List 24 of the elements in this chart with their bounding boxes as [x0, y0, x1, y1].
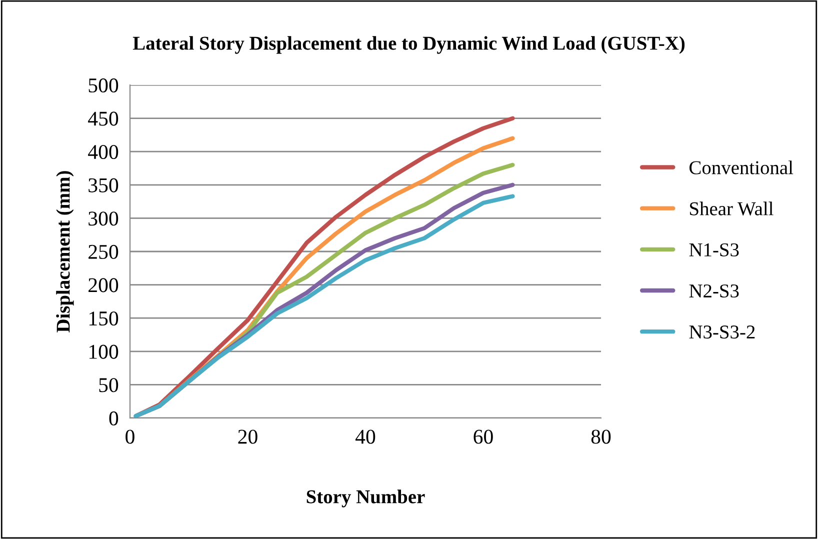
y-axis-title: Displacement (mm) — [56, 171, 74, 332]
x-tick-label: 0 — [126, 430, 134, 444]
y-tick-label: 350 — [88, 178, 118, 192]
y-tick-label: 400 — [88, 144, 118, 160]
legend-label: N2-S3 — [689, 284, 739, 298]
y-tick-label: 0 — [109, 411, 118, 426]
y-tick-label: 450 — [88, 112, 118, 126]
x-tick-label: 60 — [474, 430, 493, 444]
chart-title: Lateral Story Displacement due to Dynamic Wind Load (GUST-X) — [132, 36, 685, 54]
legend-label: Shear Wall — [690, 202, 774, 216]
y-tick-label: 250 — [88, 244, 118, 259]
legend-label: N3-S3-2 — [689, 326, 755, 339]
legend-label: Conventional — [690, 160, 794, 174]
y-tick-label: 150 — [89, 311, 118, 326]
y-tick-label: 200 — [88, 278, 118, 292]
y-tick-label: 500 — [88, 78, 118, 92]
x-tick-label: 20 — [238, 430, 258, 444]
legend-label: N1-S3 — [689, 243, 739, 256]
y-tick-label: 300 — [88, 212, 118, 226]
x-tick-label: 80 — [591, 430, 611, 444]
x-axis-title: Story Number — [306, 490, 425, 508]
x-tick-label: 40 — [355, 430, 376, 444]
y-tick-label: 50 — [99, 378, 118, 392]
y-tick-label: 100 — [89, 344, 118, 359]
